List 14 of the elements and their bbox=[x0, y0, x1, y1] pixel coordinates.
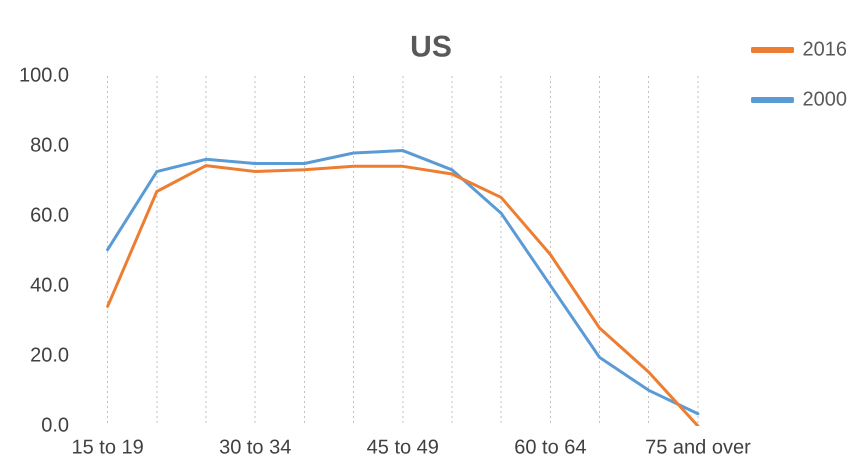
y-tick-label: 80.0 bbox=[30, 134, 70, 157]
y-tick-label: 60.0 bbox=[30, 204, 70, 227]
x-tick-label: 45 to 49 bbox=[366, 436, 439, 459]
x-tick-label: 60 to 64 bbox=[514, 436, 586, 459]
y-tick-label: 100.0 bbox=[18, 64, 70, 87]
legend-label: 2000 bbox=[802, 88, 848, 111]
legend-label: 2016 bbox=[802, 38, 848, 61]
x-tick-label: 30 to 34 bbox=[219, 436, 292, 459]
chart-title: US bbox=[410, 30, 452, 64]
x-tick-label: 75 and over bbox=[645, 436, 752, 459]
y-tick-label: 40.0 bbox=[30, 274, 70, 297]
y-tick-label: 20.0 bbox=[30, 344, 70, 367]
x-tick-label: 15 to 19 bbox=[71, 436, 144, 459]
y-tick-label: 0.0 bbox=[41, 414, 70, 437]
